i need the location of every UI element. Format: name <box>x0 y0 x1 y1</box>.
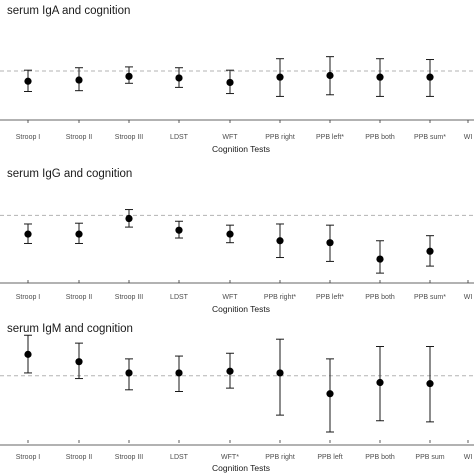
x-tick-label: Stroop I <box>16 454 41 461</box>
estimate-point <box>175 74 183 82</box>
estimate-point <box>376 73 384 81</box>
x-tick-label: PPB both <box>365 134 395 141</box>
panel-title-igm: serum IgM and cognition <box>7 323 133 335</box>
x-tick-label: Stroop II <box>66 454 93 461</box>
x-tick-label: WFT <box>222 294 238 301</box>
estimate-point <box>426 247 434 255</box>
x-tick-label: Stroop I <box>16 134 41 141</box>
estimate-point <box>226 78 234 87</box>
estimate-point <box>125 369 133 377</box>
estimate-point <box>175 226 183 234</box>
x-tick-label: Stroop II <box>66 134 93 141</box>
x-tick-label: PPB sum* <box>414 294 446 301</box>
x-tick-label: PPB right <box>265 454 295 461</box>
estimate-point <box>326 390 334 398</box>
x-tick-label: Stroop III <box>115 134 143 141</box>
x-tick-label: WFT* <box>221 454 239 461</box>
panel-iga: serum IgA and cognition Cognition Tests … <box>0 5 474 154</box>
x-tick-label: PPB both <box>365 454 395 461</box>
estimate-point <box>376 378 384 387</box>
marks-igm: Stroop I Stroop II Stroop III LDST WFT* PPB r… <box>0 334 474 461</box>
x-tick-label: Stroop III <box>115 454 143 461</box>
x-axis-label-igg: Cognition Tests <box>212 304 270 314</box>
x-tick-label: PPB left <box>317 454 342 461</box>
x-tick-label: PPB left* <box>316 134 344 141</box>
estimate-point <box>75 358 83 366</box>
estimate-point <box>24 230 32 238</box>
x-tick-label: PPB left* <box>316 294 344 301</box>
marks-iga: Stroop I Stroop II Stroop III LDST WFT PPB ri… <box>0 56 474 141</box>
estimate-point <box>276 369 284 377</box>
estimate-point <box>24 77 32 85</box>
x-tick-label: WFT <box>222 134 238 141</box>
estimate-point <box>376 255 384 263</box>
x-tick-label: LDST <box>170 454 189 461</box>
x-tick-label: WI <box>464 294 473 301</box>
marks-igg: Stroop I Stroop II Stroop III LDST WFT PPB ri… <box>0 209 474 301</box>
x-tick-label: Stroop II <box>66 294 93 301</box>
x-tick-label: LDST <box>170 134 189 141</box>
x-tick-label: PPB right <box>265 134 295 141</box>
estimate-point <box>426 380 434 388</box>
estimate-point <box>75 76 83 84</box>
x-axis-label-igm: Cognition Tests <box>212 463 270 473</box>
x-tick-label: PPB sum <box>415 454 444 461</box>
panel-igg: serum IgG and cognition Cognition Tests … <box>0 168 474 314</box>
estimate-point <box>326 71 334 80</box>
x-tick-label: Stroop III <box>115 294 143 301</box>
panel-title-igg: serum IgG and cognition <box>7 168 132 180</box>
estimate-point <box>24 350 32 358</box>
estimate-point <box>426 73 434 81</box>
estimate-point <box>125 214 133 223</box>
x-tick-label: PPB right* <box>264 294 297 301</box>
x-tick-label: Stroop I <box>16 294 41 301</box>
x-axis-label-iga: Cognition Tests <box>212 144 270 154</box>
x-tick-label: PPB both <box>365 294 395 301</box>
x-tick-label: WI <box>464 454 473 461</box>
estimate-point <box>226 367 234 375</box>
estimate-point <box>175 369 183 377</box>
x-tick-label: PPB sum* <box>414 134 446 141</box>
estimate-point <box>276 237 284 245</box>
estimate-point <box>326 239 334 247</box>
x-tick-label: LDST <box>170 294 189 301</box>
estimate-point <box>75 230 83 238</box>
estimate-point <box>276 73 284 81</box>
estimate-point <box>125 72 133 80</box>
x-tick-label: WI <box>464 134 473 141</box>
panel-title-iga: serum IgA and cognition <box>7 5 130 17</box>
estimate-point <box>226 230 234 238</box>
panel-igm: serum IgM and cognition Cognition Tests … <box>0 323 474 473</box>
